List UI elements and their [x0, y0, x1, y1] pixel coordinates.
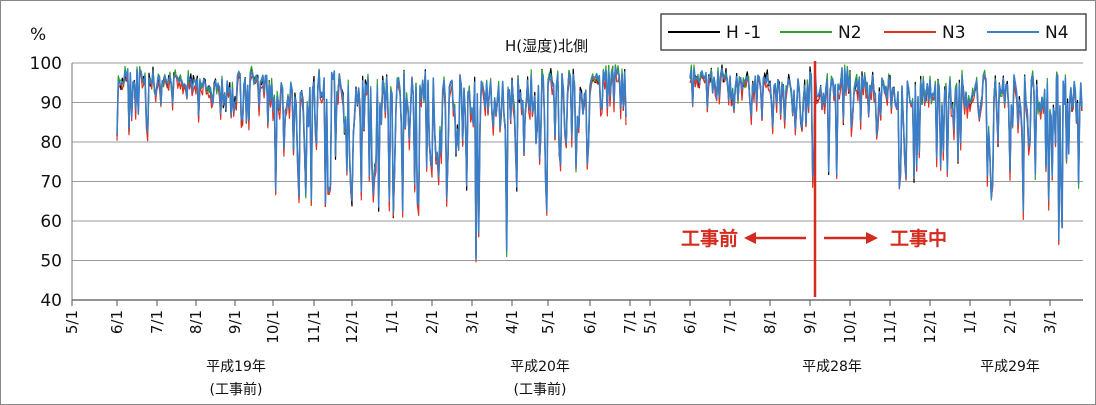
x-tick-label: 5/1: [539, 310, 557, 334]
during-construction-label: 工事中: [890, 227, 947, 250]
year-sublabel: (工事前): [210, 381, 263, 398]
x-tick-label: 12/1: [921, 310, 939, 344]
x-tick-label: 7/1: [721, 310, 739, 334]
x-tick-label: 6/1: [681, 310, 699, 334]
x-tick-label: 10/1: [841, 310, 859, 344]
legend-label: H -1: [726, 23, 761, 43]
series-line-n4-seg1: [116, 66, 627, 260]
y-tick-label: 60: [40, 212, 62, 232]
y-tick-label: 80: [40, 133, 62, 153]
year-label: 平成29年: [980, 359, 1040, 375]
y-tick-label: 100: [30, 54, 62, 74]
x-tick-label: 8/1: [761, 310, 779, 334]
legend-box: [660, 13, 1087, 51]
x-tick-label: 1/1: [961, 310, 979, 334]
x-tick-label: 9/1: [801, 310, 819, 334]
x-tick-label: 5/1: [63, 310, 81, 334]
chart-title: H(湿度)北側: [505, 37, 588, 55]
x-tick-label: 6/1: [581, 310, 599, 334]
year-sublabel: (工事前): [514, 381, 567, 398]
annotation-layer: 工事前 工事中: [681, 61, 947, 297]
legend-label: N2: [838, 23, 862, 43]
y-tick-label: 50: [40, 252, 62, 272]
x-tick-label: 1/1: [383, 310, 401, 334]
x-tick-label: 9/1: [226, 310, 244, 334]
y-axis-unit-label: %: [30, 25, 46, 45]
x-tick-label: 11/1: [305, 310, 323, 344]
year-label: 平成20年: [510, 359, 570, 375]
x-tick-label: 7/1: [621, 310, 639, 334]
series-layer: [116, 64, 1083, 263]
y-tick-label: 40: [40, 291, 62, 311]
x-tick-label: 2/1: [1001, 310, 1019, 334]
x-tick-label: 10/1: [264, 310, 282, 344]
legend-label: N4: [1045, 23, 1069, 43]
legend: H -1 N2 N3 N4: [660, 13, 1087, 51]
before-arrow-head: [744, 232, 756, 244]
x-tick-label: 3/1: [463, 310, 481, 334]
year-label: 平成28年: [802, 359, 862, 375]
legend-label: N3: [942, 23, 966, 43]
after-arrow-head: [866, 232, 878, 244]
before-construction-label: 工事前: [681, 227, 738, 250]
axis-layer: 40 50 60 70 80 90 100 5/1 6/1 7/1 8/1 9/1 10/1 11/1 12…: [30, 54, 1083, 398]
x-tick-label: 7/1: [148, 310, 166, 334]
series-line-n4-seg2: [689, 67, 1083, 241]
y-tick-label: 70: [40, 173, 62, 193]
x-tick-label: 3/1: [1041, 310, 1059, 334]
x-tick-label: 11/1: [881, 310, 899, 344]
year-label: 平成19年: [206, 359, 266, 375]
x-tick-label: 4/1: [503, 310, 521, 334]
x-tick-label: 12/1: [343, 310, 361, 344]
x-tick-label: 8/1: [187, 310, 205, 334]
x-tick-label: 6/1: [108, 310, 126, 334]
y-tick-label: 90: [40, 94, 62, 114]
x-tick-label: 2/1: [423, 310, 441, 334]
x-tick-label: 5/1: [641, 310, 659, 334]
